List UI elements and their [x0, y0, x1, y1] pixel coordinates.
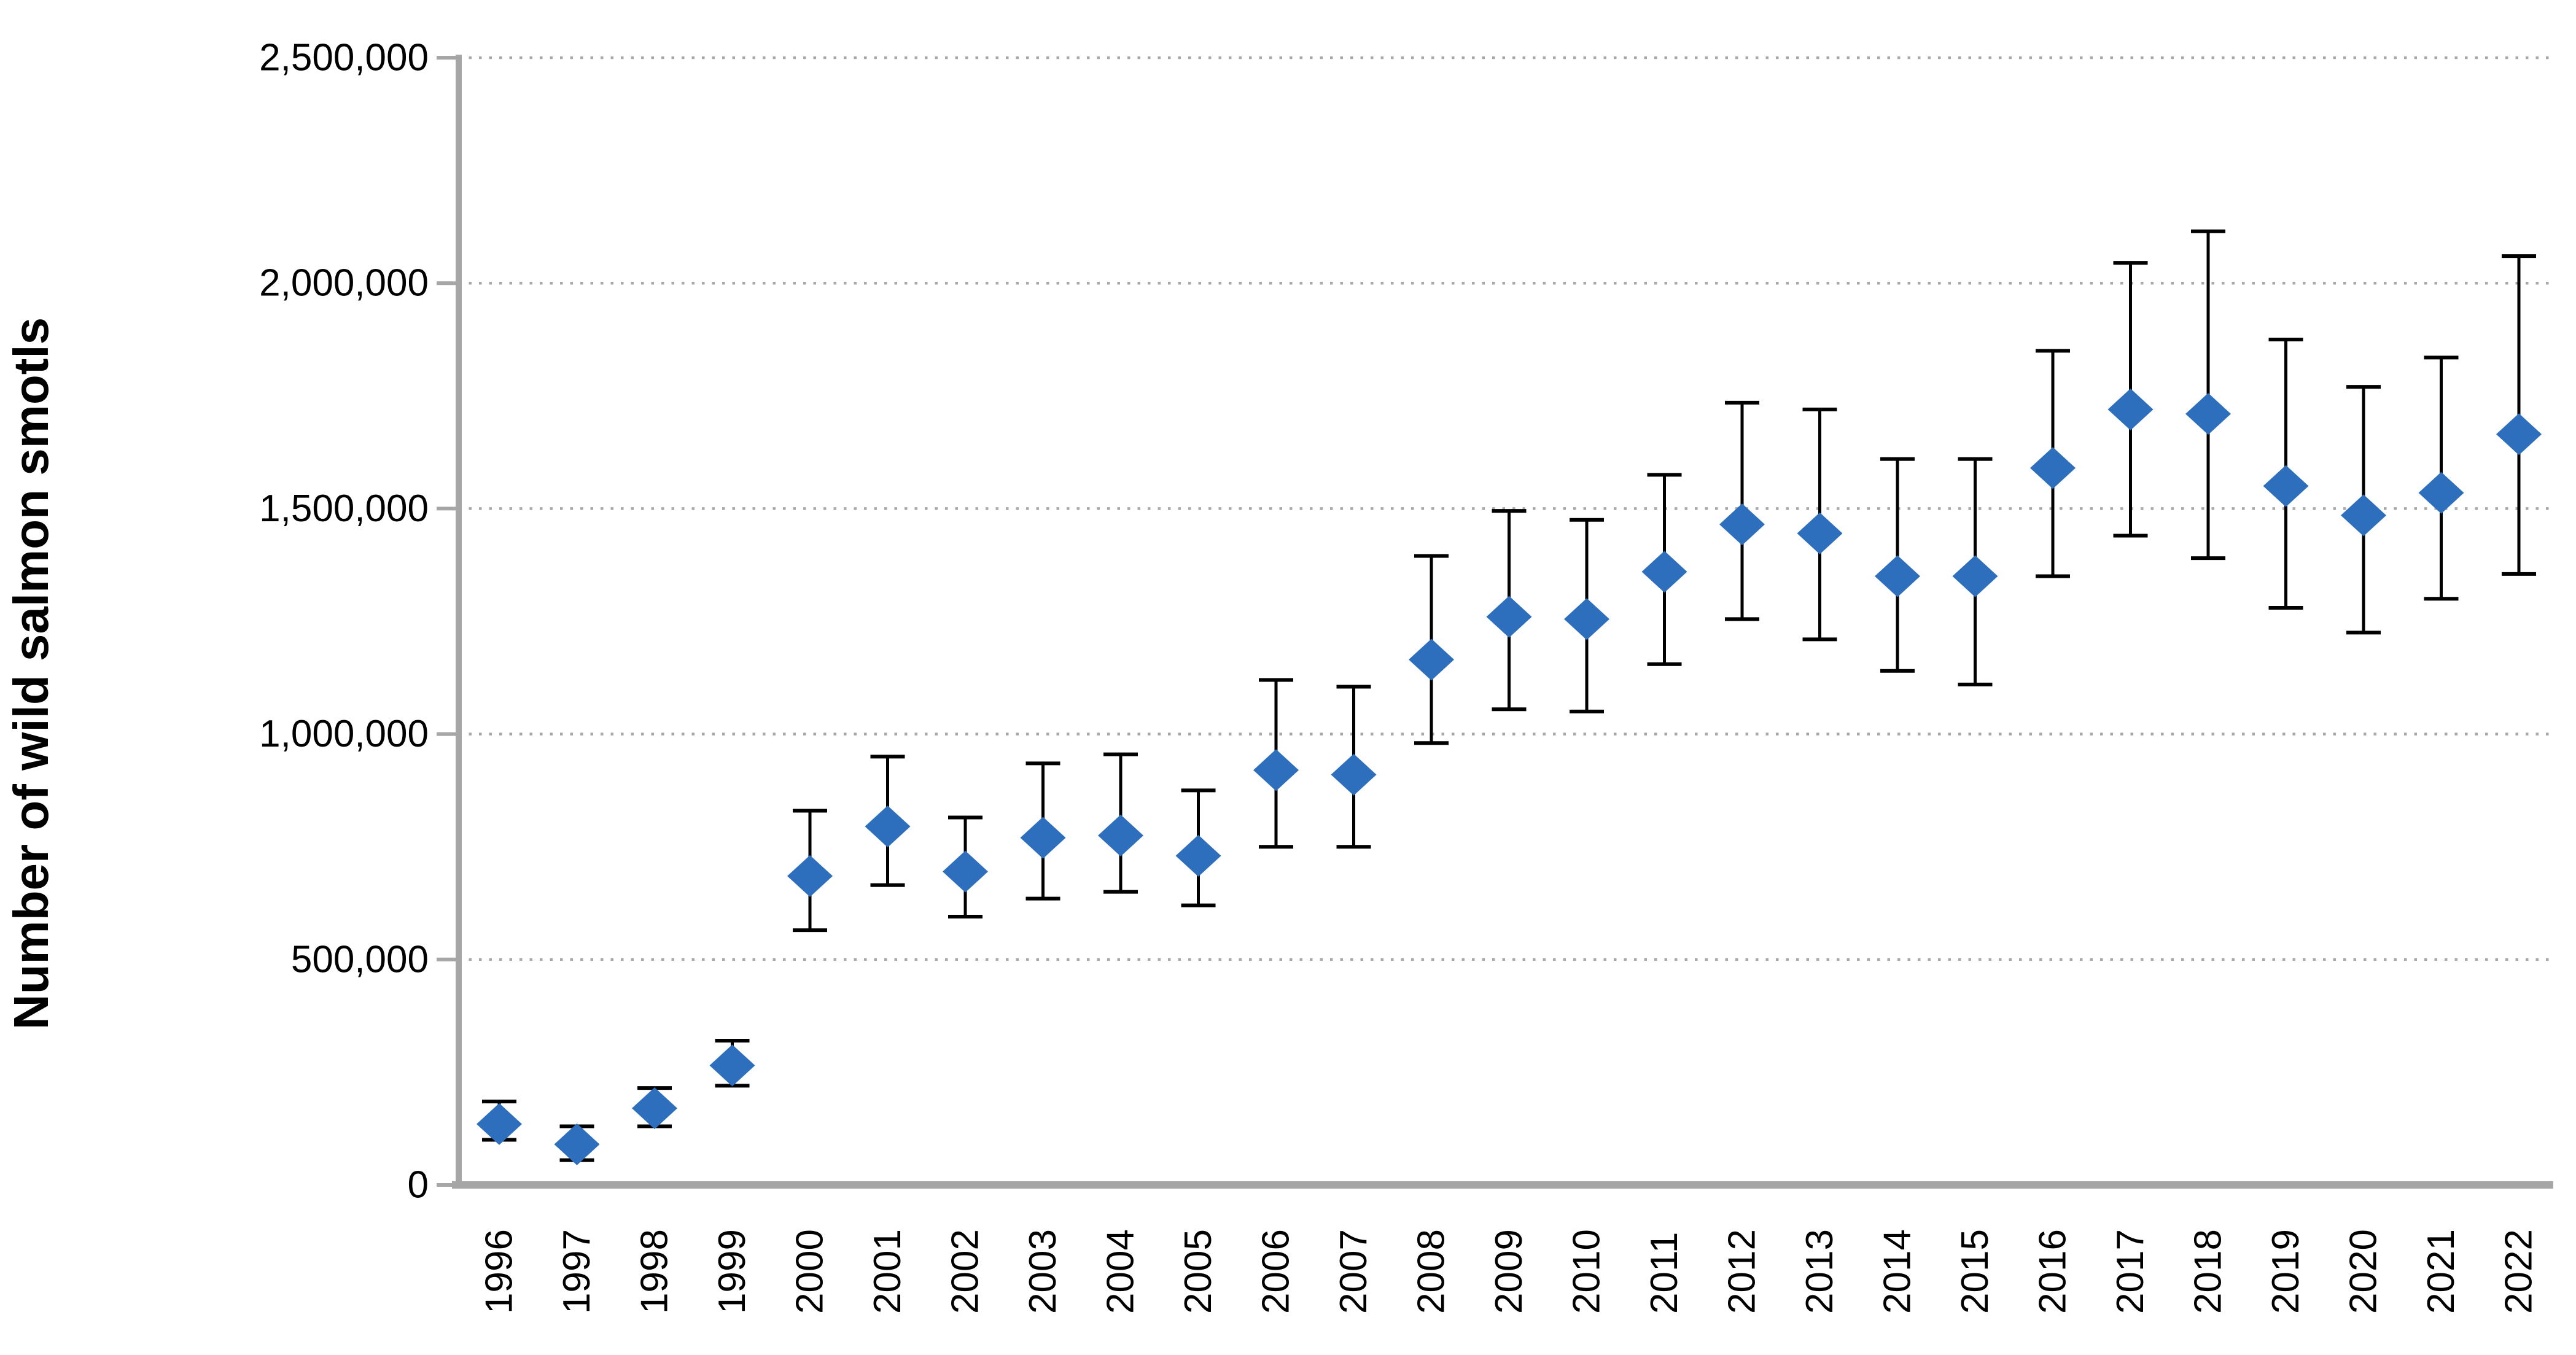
data-point-2016 [2030, 447, 2076, 489]
x-tick-label-2004: 2004 [1100, 1229, 1142, 1314]
x-tick-label-2003: 2003 [1022, 1229, 1064, 1314]
x-tick-label-2011: 2011 [1643, 1232, 1686, 1314]
data-point-2008 [1409, 639, 1454, 681]
x-tick-label-2013: 2013 [1799, 1229, 1841, 1314]
y-tick-label-500000: 500,000 [291, 938, 429, 980]
data-point-2015 [1952, 555, 1998, 597]
data-point-2002 [943, 850, 988, 893]
x-tick-label-2008: 2008 [1411, 1229, 1453, 1314]
data-point-2004 [1098, 814, 1143, 856]
x-tick-label-1998: 1998 [634, 1229, 676, 1314]
x-tick-label-2005: 2005 [1177, 1229, 1220, 1314]
x-tick-label-2015: 2015 [1954, 1229, 1996, 1314]
data-point-2010 [1564, 598, 1609, 640]
data-point-2003 [1020, 817, 1066, 859]
axes-group [452, 55, 2553, 1189]
data-point-2013 [1797, 512, 1843, 554]
x-tick-label-2017: 2017 [2109, 1229, 2152, 1314]
x-tick-label-2021: 2021 [2420, 1229, 2462, 1314]
x-tick-label-2022: 2022 [2498, 1229, 2540, 1314]
x-tick-label-1997: 1997 [556, 1229, 598, 1314]
x-tick-label-2019: 2019 [2265, 1229, 2307, 1314]
x-tick-label-2006: 2006 [1255, 1229, 1298, 1314]
x-tick-label-2020: 2020 [2343, 1229, 2385, 1314]
data-point-2019 [2263, 465, 2309, 507]
data-point-2009 [1486, 596, 1532, 638]
x-tick-label-2001: 2001 [866, 1229, 909, 1314]
data-point-2011 [1641, 551, 1687, 593]
data-point-1998 [632, 1087, 677, 1130]
error-bars-group [482, 229, 2536, 1162]
y-tick-label-2000000: 2,000,000 [259, 262, 429, 305]
data-point-1997 [554, 1123, 600, 1165]
x-tick-label-2007: 2007 [1333, 1229, 1375, 1314]
y-tick-label-0: 0 [408, 1164, 429, 1206]
x-tick-label-1996: 1996 [478, 1229, 521, 1314]
data-point-2021 [2418, 472, 2464, 514]
x-tick-label-2016: 2016 [2032, 1229, 2074, 1314]
data-point-2000 [787, 855, 833, 897]
y-tick-marks-group [437, 56, 459, 1187]
y-tick-label-1500000: 1,500,000 [259, 487, 429, 530]
x-tick-labels-group: 1996 1997 1998 1999 2000 2001 2002 2003 2004 2005… [478, 1229, 2540, 1314]
y-tick-label-1000000: 1,000,000 [259, 713, 429, 755]
data-point-2020 [2341, 494, 2386, 537]
x-tick-label-2014: 2014 [1877, 1229, 1919, 1314]
y-tick-labels-group: 0 500,000 1,000,000 1,500,000 2,000,000 2,500… [259, 37, 429, 1206]
y-tick-label-2500000: 2,500,000 [259, 37, 429, 79]
data-point-2006 [1253, 749, 1299, 791]
x-tick-label-2018: 2018 [2187, 1229, 2230, 1314]
data-point-2012 [1719, 503, 1765, 546]
data-point-2017 [2107, 388, 2154, 430]
data-point-2022 [2496, 413, 2542, 456]
y-axis-title: Number of wild salmon smotls [4, 317, 58, 1030]
x-tick-label-2002: 2002 [944, 1229, 987, 1314]
x-tick-label-1999: 1999 [711, 1229, 753, 1314]
x-tick-label-2012: 2012 [1721, 1229, 1764, 1314]
x-tick-label-2010: 2010 [1566, 1229, 1608, 1314]
x-tick-label-2009: 2009 [1488, 1229, 1530, 1314]
data-point-2005 [1175, 834, 1221, 877]
data-points-group [477, 388, 2542, 1165]
data-point-1999 [709, 1044, 755, 1087]
data-point-2007 [1331, 753, 1377, 796]
data-point-1996 [477, 1103, 522, 1145]
gridlines-group [459, 56, 2553, 961]
data-point-2014 [1875, 555, 1920, 597]
x-tick-label-2000: 2000 [789, 1229, 831, 1314]
data-point-2001 [865, 806, 911, 848]
data-point-2018 [2185, 393, 2231, 435]
